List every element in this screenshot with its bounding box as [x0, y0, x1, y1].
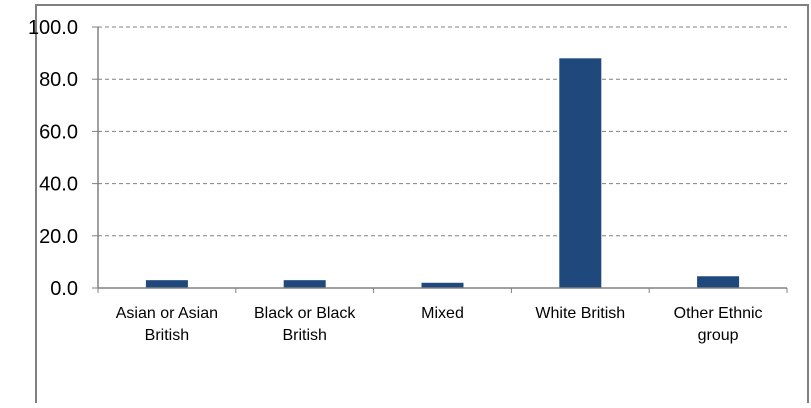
- bar: [283, 280, 326, 288]
- x-tick-label: White British: [535, 305, 625, 322]
- y-tick-label: 100.0: [28, 17, 78, 39]
- bar: [559, 58, 602, 288]
- bar: [145, 280, 188, 288]
- bar: [421, 282, 464, 288]
- x-tick-label: Other Ethnic group: [674, 305, 763, 344]
- chart-frame-border: [35, 4, 809, 403]
- x-tick-label: Asian or Asian British: [116, 305, 218, 344]
- x-tick-label: Black or Black British: [254, 305, 356, 344]
- y-tick-label: 0.0: [50, 278, 78, 300]
- bar: [697, 276, 740, 288]
- y-tick-label: 40.0: [39, 174, 78, 196]
- y-tick-label: 60.0: [39, 121, 78, 143]
- y-tick-label: 80.0: [39, 69, 78, 91]
- x-tick-label: Mixed: [421, 305, 464, 322]
- y-tick-label: 20.0: [39, 226, 78, 248]
